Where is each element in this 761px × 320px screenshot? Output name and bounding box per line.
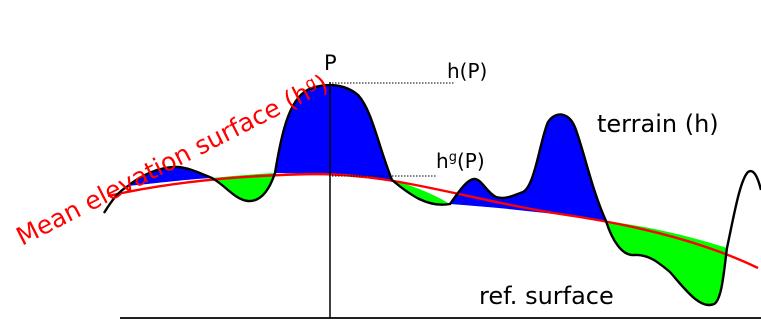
hg-of-p-label-sup: g [449,150,457,165]
point-p-label: P [324,51,337,75]
below-fill-small-dip [392,180,450,205]
below-fill-left-dip [212,173,275,202]
terrain-label: terrain (h) [597,110,719,138]
above-fill-left-bump [128,166,212,186]
mean-elevation-curve [107,172,759,270]
ref-surface-label: ref. surface [479,282,614,310]
above-mean-regions [128,85,606,221]
terrain-curve [102,83,761,307]
hg-of-p-label-h: h [436,149,449,173]
below-mean-regions [212,173,727,306]
h-of-p-label: h(P) [447,59,487,83]
hg-of-p-label-rest: (P) [457,149,485,173]
below-fill-right-dip [606,221,727,306]
hg-of-p-label: hg(P) [436,149,485,173]
above-fill-right-block [450,114,606,221]
above-fill-central-peak [275,85,392,180]
mean-surface-label-text: Mean elevation surface (h [12,78,315,252]
